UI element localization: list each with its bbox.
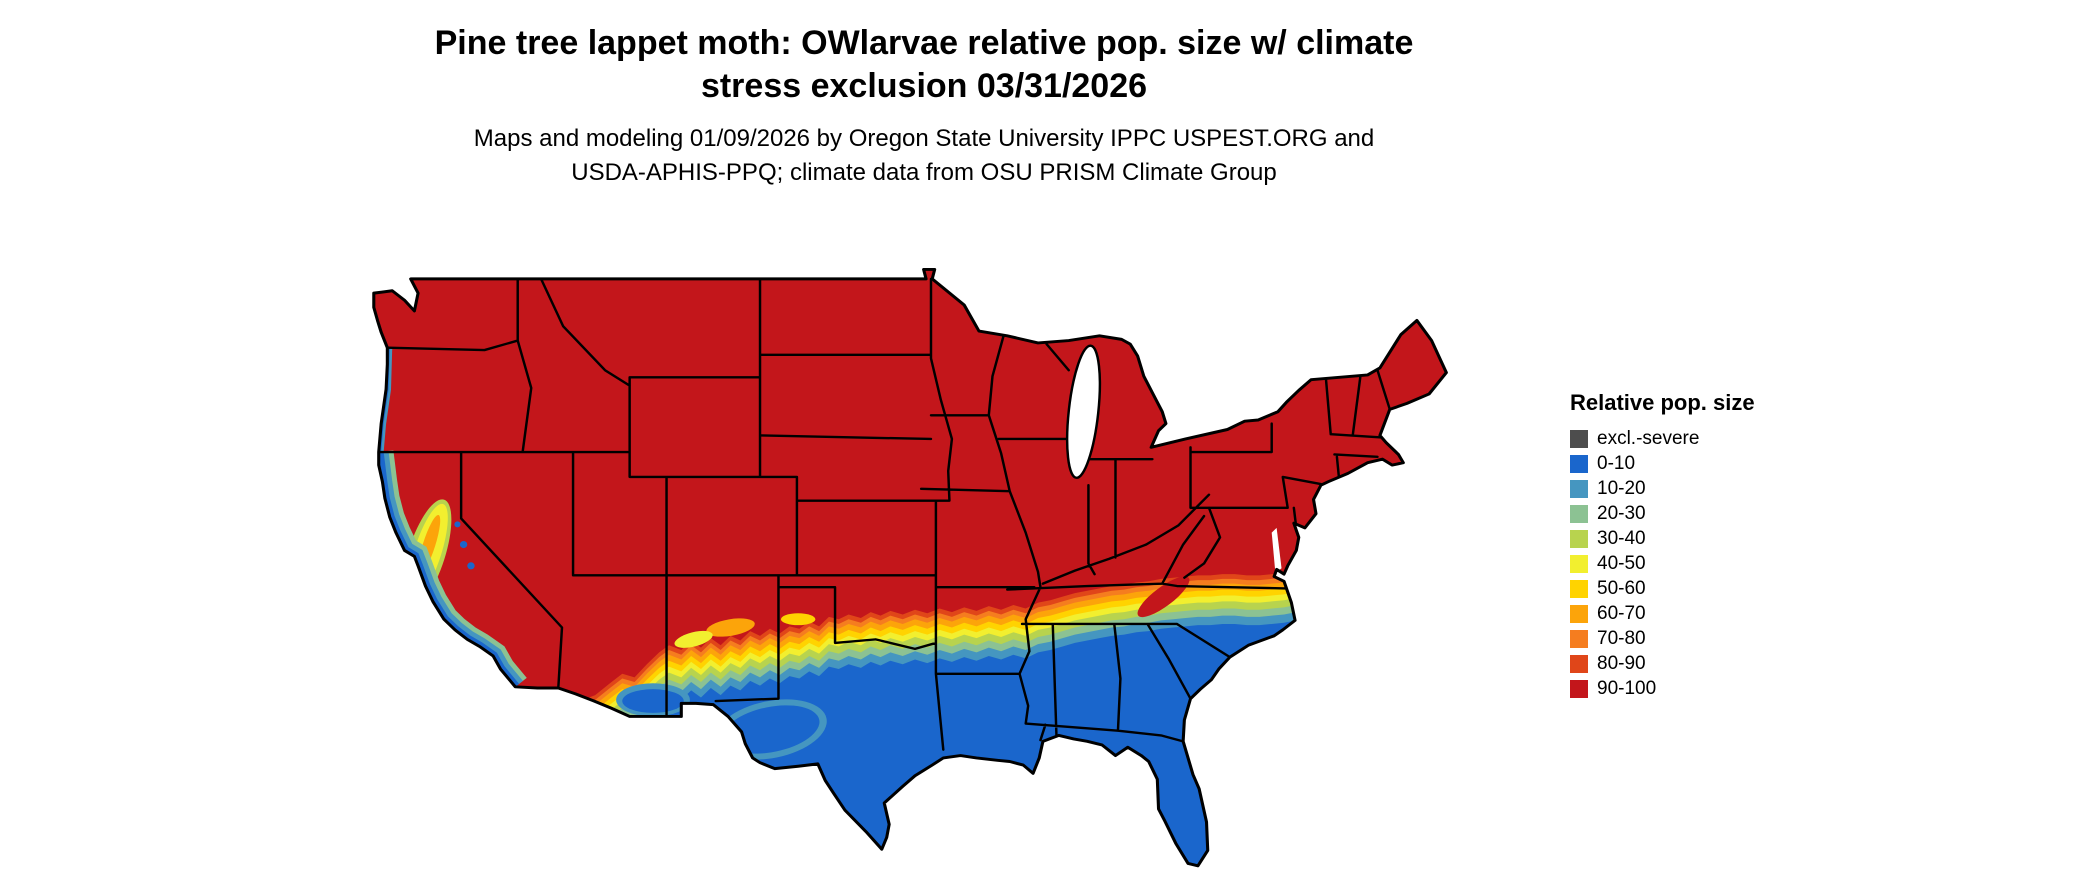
- subtitle-line-2: USDA-APHIS-PPQ; climate data from OSU PR…: [571, 158, 1277, 186]
- arizona-blue-patch: [622, 689, 684, 713]
- population-color-field: [373, 269, 1447, 866]
- chesapeake-bay: [1271, 527, 1282, 573]
- us-map: [372, 267, 1448, 868]
- legend-label: 40-50: [1597, 553, 1646, 574]
- legend-swatch: [1570, 604, 1588, 623]
- legend-label: 0-10: [1597, 453, 1636, 474]
- mottle-orange-patch: [706, 618, 755, 637]
- legend-item: 50-60: [1570, 576, 1830, 601]
- legend-item: 90-100: [1570, 676, 1830, 701]
- legend-label: 30-40: [1597, 528, 1646, 549]
- title-line-1: Pine tree lappet moth: OWlarvae relative…: [434, 24, 1414, 62]
- page-subtitle: Maps and modeling 01/09/2026 by Oregon S…: [0, 122, 1848, 189]
- legend-swatch: [1570, 529, 1588, 548]
- big-bend-blue-patch: [722, 705, 820, 754]
- legend-item: 10-20: [1570, 476, 1830, 501]
- sierra-blue-speck: [467, 562, 475, 570]
- lake-michigan: [1065, 344, 1102, 479]
- legend-label: 10-20: [1597, 478, 1646, 499]
- legend-title: Relative pop. size: [1570, 390, 1755, 415]
- legend-swatch: [1570, 554, 1588, 573]
- legend-label: 60-70: [1597, 603, 1646, 624]
- legend-items: excl.-severe 0-10 10-20 20-30 30-40 40-50 50-6…: [1570, 426, 1830, 701]
- legend-item: 40-50: [1570, 551, 1830, 576]
- sierra-blue-speck: [454, 521, 461, 528]
- legend-label: 70-80: [1597, 628, 1646, 649]
- mottle-yellow-patch: [674, 630, 713, 648]
- legend-swatch: [1570, 454, 1588, 473]
- legend-label: 90-100: [1597, 678, 1657, 699]
- state-borders: [377, 277, 1392, 751]
- legend-swatch: [1570, 679, 1588, 698]
- subtitle-line-1: Maps and modeling 01/09/2026 by Oregon S…: [473, 125, 1375, 152]
- legend-swatch: [1570, 504, 1588, 523]
- mottle-gold-patch: [780, 613, 816, 626]
- legend-label: excl.-severe: [1597, 428, 1700, 449]
- legend-label: 20-30: [1597, 503, 1646, 524]
- legend-item: 0-10: [1570, 451, 1830, 476]
- legend-swatch: [1570, 429, 1588, 448]
- legend-label: 50-60: [1597, 578, 1646, 599]
- us-map-container: [300, 222, 1530, 886]
- title-line-2: stress exclusion 03/31/2026: [700, 66, 1148, 105]
- legend-item: 30-40: [1570, 526, 1830, 551]
- legend-swatch: [1570, 479, 1588, 498]
- legend-label: 80-90: [1597, 653, 1646, 674]
- legend-item: 20-30: [1570, 501, 1830, 526]
- legend-swatch: [1570, 654, 1588, 673]
- legend-item: 70-80: [1570, 626, 1830, 651]
- legend-swatch: [1570, 579, 1588, 598]
- legend-item: 80-90: [1570, 651, 1830, 676]
- page-title: Pine tree lappet moth: OWlarvae relative…: [0, 22, 1848, 107]
- legend-item: 60-70: [1570, 601, 1830, 626]
- map-legend: Relative pop. size excl.-severe 0-10 10-20…: [1570, 390, 1830, 701]
- legend-item: excl.-severe: [1570, 426, 1830, 451]
- legend-swatch: [1570, 629, 1588, 648]
- sierra-blue-speck: [459, 540, 468, 549]
